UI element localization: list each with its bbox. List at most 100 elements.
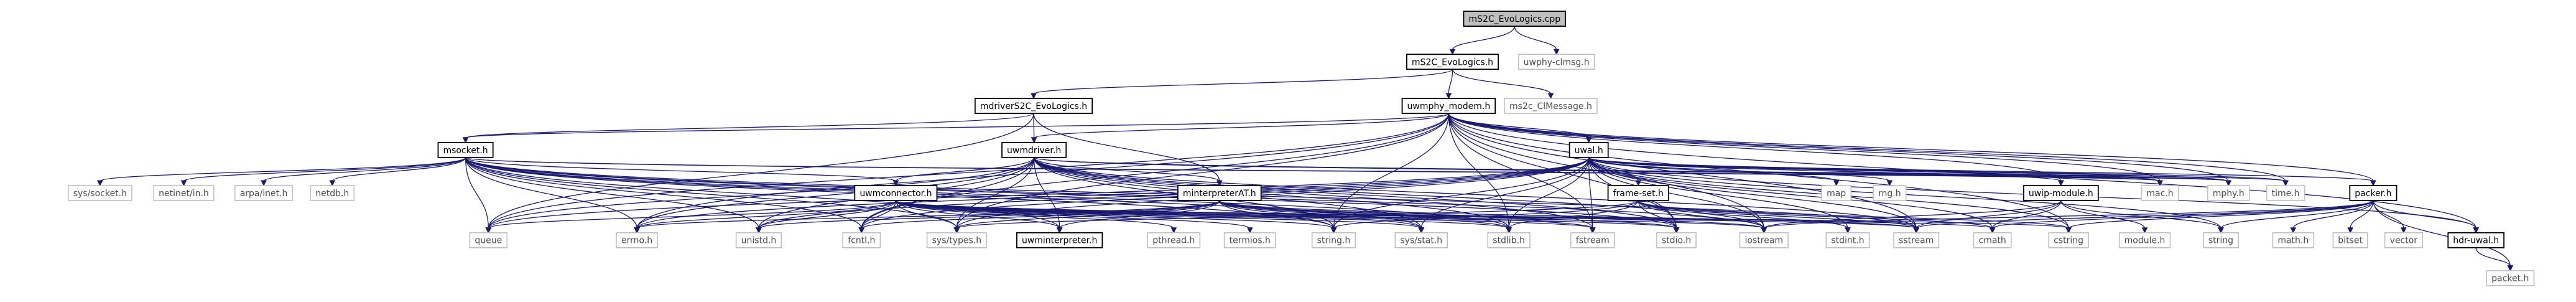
graph-node-bitset: bitset: [2332, 232, 2368, 248]
graph-node-uwmconnector-h[interactable]: uwmconnector.h: [854, 185, 938, 201]
graph-edge-arrowhead: [1886, 180, 1893, 187]
graph-edge-line: [465, 157, 897, 182]
graph-edge-arrowhead: [1547, 93, 1554, 100]
graph-edge-line: [861, 157, 1035, 229]
graph-edge-arrowhead: [2065, 227, 2072, 234]
graph-node-box: [926, 232, 987, 248]
graph-node-uwmdriver-h[interactable]: uwmdriver.h: [1001, 141, 1067, 158]
graph-node-uwminterpreter-h[interactable]: uwminterpreter.h: [1016, 232, 1103, 248]
graph-node-packer-h[interactable]: packer.h: [2349, 185, 2398, 201]
graph-edge-line: [465, 157, 2229, 182]
graph-node-ms2c-evologics-h[interactable]: mS2C_EvoLogics.h: [1406, 54, 1499, 70]
graph-node-frame-set-h[interactable]: frame-set.h: [1607, 185, 1669, 201]
graph-edge: [1913, 200, 2374, 234]
graph-edge-line: [861, 200, 1220, 229]
graph-node-box: [2384, 232, 2423, 248]
graph-node-box: [1873, 185, 1907, 201]
graph-node-vector: vector: [2384, 232, 2423, 248]
graph-edge-line: [465, 157, 1677, 229]
graph-node-label: netdb.h: [315, 189, 349, 199]
graph-node-box: [2447, 232, 2504, 248]
graph-node-uwphy-clmsg-h: uwphy-clmsg.h: [1517, 54, 1595, 70]
graph-edge: [1588, 157, 2064, 187]
graph-edge-line: [1448, 113, 1917, 229]
graph-node-queue: queue: [469, 232, 508, 248]
graph-node-box: [1568, 141, 1609, 158]
graph-node-box: [1401, 98, 1496, 114]
graph-edge-arrowhead: [2157, 180, 2163, 187]
graph-node-stdint-h: stdint.h: [1825, 232, 1870, 248]
graph-edge-line: [2220, 200, 2374, 229]
graph-node-label: minterpreterAT.h: [1183, 189, 1256, 199]
graph-node-label: uwal.h: [1575, 146, 1603, 156]
graph-edge-line: [1033, 157, 1677, 229]
graph-edge: [1761, 200, 2374, 234]
graph-node-label: stdint.h: [1831, 236, 1864, 246]
graph-node-math-h: math.h: [2272, 232, 2315, 248]
graph-node-label: iostream: [1745, 236, 1784, 246]
graph-node-label: string.h: [1317, 236, 1351, 246]
graph-node-label: arpa/inet.h: [240, 189, 288, 199]
graph-edge-line: [1219, 200, 1593, 229]
graph-node-box: [310, 185, 355, 201]
graph-edge-line: [1763, 200, 2062, 229]
graph-edge-arrowhead: [261, 180, 267, 187]
graph-node-cstring: cstring: [2048, 232, 2089, 248]
graph-edge-line: [636, 157, 1035, 229]
graph-node-minterpreterat-h[interactable]: minterpreterAT.h: [1177, 185, 1262, 201]
graph-node-ms2c-evologics-cpp[interactable]: mS2C_EvoLogics.cpp: [1463, 11, 1567, 27]
graph-edge-line: [488, 200, 897, 229]
graph-edge-arrowhead: [2225, 180, 2232, 187]
graph-edge: [1588, 157, 1840, 187]
graph-edge-line: [1638, 200, 1917, 229]
graph-node-uwip-module-h[interactable]: uwip-module.h: [2022, 185, 2099, 201]
graph-edge: [1761, 200, 2062, 234]
graph-node-label: string: [2208, 236, 2233, 246]
graph-edge-line: [2068, 200, 2374, 229]
graph-edge-line: [2373, 201, 2511, 267]
graph-node-iostream: iostream: [1739, 232, 1789, 248]
graph-edge-line: [1588, 157, 1848, 229]
graph-edge: [180, 157, 466, 187]
graph-edge: [1989, 200, 2374, 234]
graph-edge-line: [488, 113, 1034, 229]
graph-node-box: [1016, 232, 1103, 248]
graph-edge-line: [895, 157, 1035, 182]
graph-edge-arrowhead: [462, 137, 469, 143]
graph-edge: [1219, 200, 1425, 234]
graph-node-hdr-uwal-h[interactable]: hdr-uwal.h: [2447, 232, 2504, 248]
graph-edge-arrowhead: [1056, 227, 1063, 234]
graph-edge: [1445, 69, 1453, 100]
graph-edge: [1588, 157, 2289, 187]
graph-node-box: [1739, 232, 1789, 248]
graph-node-msocket-h[interactable]: msocket.h: [437, 141, 494, 158]
graph-node-stdio-h: stdio.h: [1656, 232, 1697, 248]
graph-node-uwal-h[interactable]: uwal.h: [1568, 141, 1609, 158]
graph-node-label: mphy.h: [2213, 189, 2245, 199]
graph-edge-line: [331, 157, 466, 182]
graph-node-label: mdriverS2C_EvoLogics.h: [980, 101, 1087, 111]
graph-node-fstream: fstream: [1570, 232, 1615, 248]
graph-node-mdrivers2c-evologics-h[interactable]: mdriverS2C_EvoLogics.h: [974, 98, 1093, 114]
graph-node-box: [1570, 232, 1615, 248]
graph-node-termios-h: termios.h: [1223, 232, 1276, 248]
graph-edge: [485, 200, 897, 234]
graph-edge-arrowhead: [1673, 227, 1680, 234]
graph-node-label: pthread.h: [1152, 236, 1195, 246]
graph-edge-line: [1452, 26, 1515, 50]
graph-edge-line: [1219, 200, 1335, 229]
graph-edge-arrowhead: [858, 227, 865, 234]
graph-edge-line: [1588, 157, 2286, 182]
graph-node-box: [1821, 185, 1851, 201]
graph-node-box: [1463, 11, 1567, 27]
graph-edge-line: [183, 157, 466, 182]
graph-edge: [892, 157, 1035, 187]
graph-edge-arrowhead: [1170, 227, 1177, 234]
graph-node-uwmphy-modem-h[interactable]: uwmphy_modem.h: [1401, 98, 1496, 114]
graph-node-netdb-h: netdb.h: [310, 185, 355, 201]
graph-node-box: [67, 185, 132, 201]
graph-edge-arrowhead: [2218, 227, 2224, 234]
graph-edge-line: [895, 200, 1422, 229]
graph-node-box: [469, 232, 508, 248]
